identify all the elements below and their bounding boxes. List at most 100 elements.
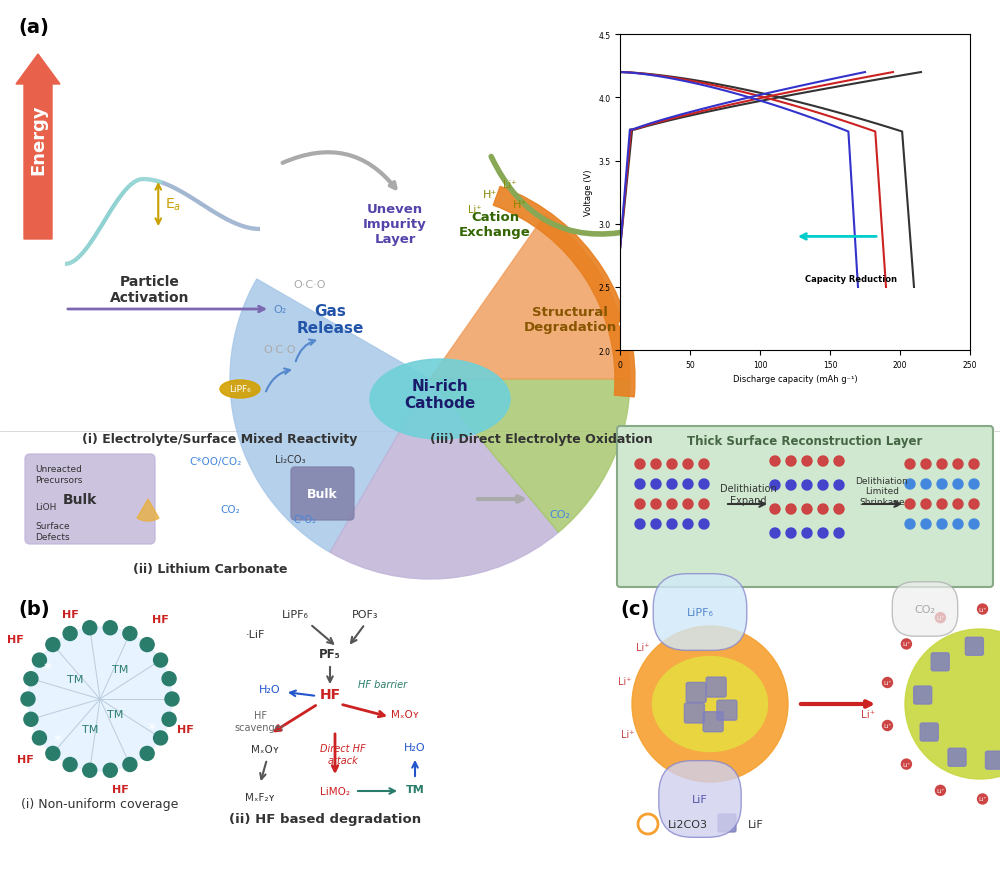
Text: Li⁺: Li⁺ [883,681,892,685]
Circle shape [937,480,947,489]
Circle shape [63,758,77,772]
FancyBboxPatch shape [686,682,706,702]
Circle shape [978,794,988,804]
Circle shape [667,499,677,510]
Text: HF: HF [319,688,341,702]
Text: HF barrier: HF barrier [358,679,408,689]
Circle shape [786,504,796,515]
Circle shape [632,626,788,782]
Circle shape [802,457,812,467]
Circle shape [802,481,812,490]
Circle shape [667,480,677,489]
FancyBboxPatch shape [914,687,932,704]
Text: LiPF₆: LiPF₆ [687,607,713,617]
Text: HF
scavenger: HF scavenger [235,710,285,732]
Circle shape [683,460,693,469]
Circle shape [901,759,911,769]
Circle shape [818,481,828,490]
Text: Li⁺: Li⁺ [936,788,945,793]
Circle shape [21,692,35,706]
Text: TM: TM [107,709,123,719]
Circle shape [162,672,176,686]
Text: H₂O: H₂O [259,684,281,695]
Text: Li⁺: Li⁺ [621,730,634,739]
Text: Direct HF
attack: Direct HF attack [320,744,366,765]
Text: Li⁺: Li⁺ [883,724,892,728]
Circle shape [24,712,38,726]
Text: (b): (b) [18,599,50,618]
Text: Ni-rich
Cathode: Ni-rich Cathode [404,378,476,410]
Circle shape [699,460,709,469]
FancyBboxPatch shape [291,467,354,520]
Circle shape [905,519,915,530]
Circle shape [683,499,693,510]
Text: C*OO/CO₂: C*OO/CO₂ [189,457,241,467]
FancyBboxPatch shape [706,677,726,697]
Text: HF: HF [62,610,78,619]
Circle shape [935,613,945,623]
Text: LiPF₆: LiPF₆ [282,610,308,619]
Circle shape [818,457,828,467]
Y-axis label: Voltage (V): Voltage (V) [584,170,593,216]
Circle shape [63,627,77,641]
Text: LiMO₂: LiMO₂ [320,786,350,796]
Circle shape [667,460,677,469]
Text: (c): (c) [620,599,649,618]
Text: CO₂: CO₂ [220,504,240,515]
Text: O·C·O: O·C·O [294,280,326,289]
Text: Li⁺: Li⁺ [936,616,945,620]
Circle shape [46,638,60,652]
Circle shape [635,460,645,469]
Circle shape [651,519,661,530]
Text: Uneven
Impurity
Layer: Uneven Impurity Layer [363,203,427,246]
Wedge shape [137,499,159,522]
Circle shape [834,481,844,490]
Circle shape [699,519,709,530]
Text: CO₂: CO₂ [914,604,936,614]
Text: *: * [148,720,156,738]
Circle shape [699,480,709,489]
Text: H₂O: H₂O [404,742,426,752]
Wedge shape [493,187,635,397]
Circle shape [140,638,154,652]
Circle shape [140,746,154,760]
FancyBboxPatch shape [617,426,993,588]
Text: C*O₂: C*O₂ [294,515,317,524]
FancyBboxPatch shape [948,748,966,766]
Circle shape [32,653,46,667]
Text: H⁺: H⁺ [513,200,527,210]
Circle shape [882,721,892,731]
Circle shape [651,480,661,489]
Text: MₓOʏ: MₓOʏ [251,745,279,754]
Text: CO₂: CO₂ [550,510,570,519]
Circle shape [935,786,945,795]
Circle shape [651,499,661,510]
Circle shape [83,621,97,635]
Circle shape [786,529,796,538]
X-axis label: Discharge capacity (mAh g⁻¹): Discharge capacity (mAh g⁻¹) [733,375,857,384]
FancyBboxPatch shape [717,701,737,720]
Circle shape [905,480,915,489]
Text: O₂: O₂ [273,304,287,315]
Circle shape [969,519,979,530]
Text: Li⁺: Li⁺ [503,180,517,189]
Text: Delithiation
Expand: Delithiation Expand [720,483,776,505]
FancyBboxPatch shape [718,814,736,832]
Text: Li⁺: Li⁺ [902,762,911,766]
Text: Unreacted
Precursors: Unreacted Precursors [35,465,82,484]
Circle shape [770,529,780,538]
Text: Capacity Reduction: Capacity Reduction [805,275,897,283]
Text: HF: HF [152,614,168,624]
Text: Particle
Activation: Particle Activation [110,275,190,304]
Text: H⁺: H⁺ [483,189,497,200]
Text: Structural
Degradation: Structural Degradation [523,306,617,333]
Circle shape [123,627,137,641]
Circle shape [770,504,780,515]
Text: Thick Surface Reconstruction Layer: Thick Surface Reconstruction Layer [687,435,923,448]
Circle shape [937,499,947,510]
Text: Li⁺: Li⁺ [978,796,987,802]
Circle shape [834,504,844,515]
Text: *: * [53,732,62,751]
Circle shape [83,763,97,777]
Circle shape [635,519,645,530]
